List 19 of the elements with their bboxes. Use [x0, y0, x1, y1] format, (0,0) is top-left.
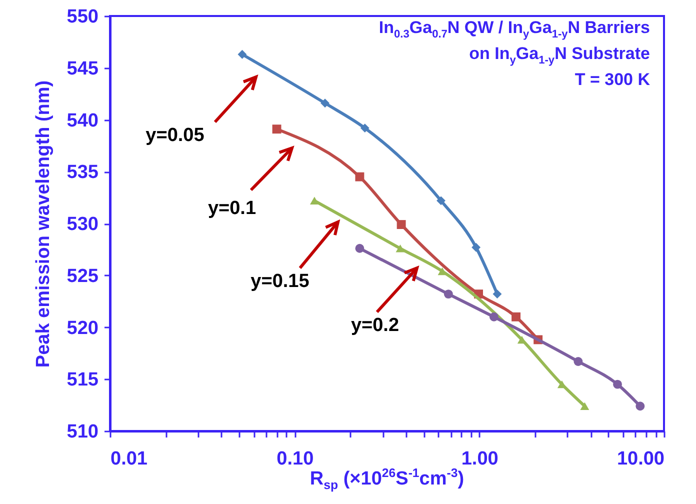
text: In$_{0.3}$Ga$_{0.7}$N QW / In$_{y}$Ga$_{1-y}$N Barriers: [378, 18, 650, 40]
y-tick-label: 510: [66, 422, 98, 442]
y-tick-label: 530: [66, 214, 98, 235]
annotation: on In$_{y}$Ga$_{1-y}$N Substrate: [469, 44, 650, 66]
text: y=0.1: [206, 198, 258, 220]
y-tick-label: 515: [66, 370, 99, 391]
text: y=0.2: [350, 315, 400, 337]
y-tick-label: 520: [66, 318, 98, 339]
annotation: T = 300 K: [574, 70, 650, 90]
x-tick-label: 10.00: [616, 448, 664, 470]
x-tick-label: 0.01: [110, 448, 148, 470]
y-tick-label: 545: [66, 58, 99, 80]
text: y=0.05: [144, 125, 206, 147]
text: y=0.15: [250, 271, 310, 293]
y-tick-label: 540: [66, 110, 98, 132]
y-tick-label: 535: [66, 162, 99, 184]
y-tick-label: 525: [66, 266, 99, 287]
y-axis-title: Peak emission wavelength (nm): [32, 80, 54, 368]
y-tick-label: 550: [66, 6, 98, 28]
